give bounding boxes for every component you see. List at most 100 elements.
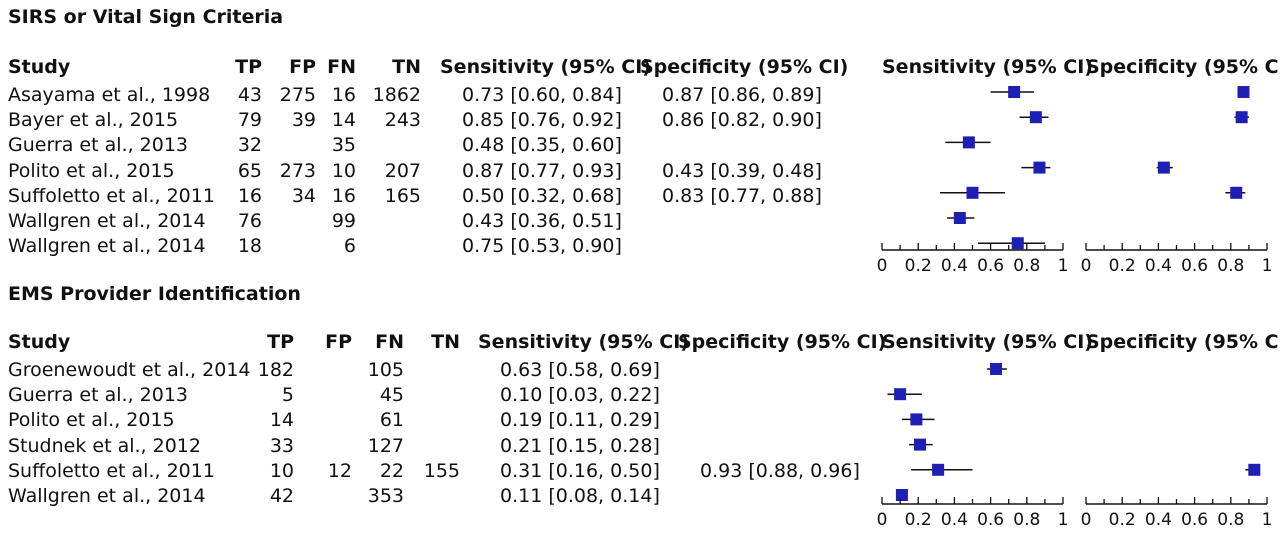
tp-value: 79: [237, 109, 262, 132]
x-axis-tick-label: 0.8: [1013, 510, 1040, 530]
plot-header-sensitivity: Sensitivity (95% CI): [882, 331, 1093, 353]
x-axis-tick-label: 0.2: [905, 256, 932, 276]
column-header-sensitivity: Sensitivity (95% CI): [440, 56, 651, 78]
column-header-fn: FN: [327, 56, 356, 78]
fn-value: 35: [331, 134, 356, 157]
point-estimate-marker: [1157, 161, 1170, 174]
tp-value: 18: [237, 235, 262, 258]
x-axis-tick-label: 0.8: [1217, 510, 1244, 530]
fn-value: 99: [331, 210, 356, 232]
fn-value: 16: [331, 184, 356, 207]
x-axis-tick-label: 1: [1262, 256, 1273, 276]
point-estimate-marker: [895, 489, 908, 501]
study-name: Guerra et al., 2013: [8, 384, 188, 407]
sensitivity-ci-text: 0.85 [0.76, 0.92]: [462, 109, 622, 132]
fn-value: 61: [379, 409, 404, 432]
point-estimate-marker: [1248, 463, 1261, 476]
tp-value: 182: [257, 359, 294, 381]
column-header-fp: FP: [325, 331, 352, 353]
column-header-tp: TP: [235, 56, 262, 78]
study-name: Suffoletto et al., 2011: [8, 184, 215, 207]
column-header-fp: FP: [289, 56, 316, 78]
fn-value: 6: [343, 235, 356, 258]
x-axis-tick-label: 0: [877, 510, 888, 530]
fn-value: 353: [367, 485, 404, 507]
study-name: Groenewoudt et al., 2014: [8, 359, 251, 381]
plot-header-specificity: Specificity (95% CI): [1086, 56, 1280, 78]
point-estimate-marker: [1235, 111, 1248, 124]
tp-value: 32: [237, 134, 262, 157]
tn-value: 155: [423, 459, 460, 482]
sensitivity-ci-text: 0.31 [0.16, 0.50]: [500, 459, 660, 482]
study-name: Studnek et al., 2012: [8, 434, 201, 457]
tn-value: 165: [384, 184, 421, 207]
column-header-fn: FN: [375, 331, 404, 353]
x-axis-tick-label: 0.4: [1145, 510, 1172, 530]
point-estimate-marker: [1029, 111, 1042, 124]
point-estimate-marker: [1230, 186, 1243, 199]
x-axis-tick-label: 0.2: [1109, 510, 1136, 530]
study-name: Wallgren et al., 2014: [8, 210, 206, 232]
point-estimate-marker: [932, 463, 945, 476]
point-estimate-marker: [914, 438, 927, 451]
sensitivity-ci-text: 0.19 [0.11, 0.29]: [500, 409, 660, 432]
column-header-study: Study: [8, 331, 71, 353]
point-estimate-marker: [990, 363, 1003, 375]
sensitivity-ci-text: 0.87 [0.77, 0.93]: [462, 159, 622, 182]
x-axis-tick-label: 0.6: [1181, 256, 1208, 276]
point-estimate-marker: [962, 136, 975, 149]
point-estimate-marker: [1237, 86, 1250, 98]
specificity-ci-text: 0.87 [0.86, 0.89]: [662, 84, 822, 106]
fp-value: 273: [279, 159, 316, 182]
x-axis-tick-label: 0.6: [977, 510, 1004, 530]
column-header-sensitivity: Sensitivity (95% CI): [478, 331, 689, 353]
sensitivity-ci-text: 0.10 [0.03, 0.22]: [500, 384, 660, 407]
fp-value: 34: [291, 184, 316, 207]
column-header-tn: TN: [431, 331, 460, 353]
tp-value: 14: [269, 409, 294, 432]
x-axis-tick-label: 0: [1081, 510, 1092, 530]
sensitivity-ci-text: 0.63 [0.58, 0.69]: [500, 359, 660, 381]
fn-value: 16: [331, 84, 356, 106]
study-name: Wallgren et al., 2014: [8, 235, 206, 258]
column-header-specificity: Specificity (95% CI): [678, 331, 887, 353]
study-name: Polito et al., 2015: [8, 409, 175, 432]
specificity-ci-text: 0.86 [0.82, 0.90]: [662, 109, 822, 132]
tp-value: 65: [237, 159, 262, 182]
x-axis-tick-label: 0.4: [941, 256, 968, 276]
sensitivity-forest-panel: 0 0.2 0.4 0.6 0.8 1: [877, 363, 1069, 530]
study-name: Asayama et al., 1998: [8, 84, 211, 106]
specificity-ci-text: 0.93 [0.88, 0.96]: [700, 459, 860, 482]
tp-value: 10: [269, 459, 294, 482]
fp-value: 39: [291, 109, 316, 132]
x-axis-tick-label: 0.4: [1145, 256, 1172, 276]
point-estimate-marker: [910, 413, 923, 426]
column-header-tn: TN: [392, 56, 421, 78]
point-estimate-marker: [894, 388, 907, 401]
fn-value: 22: [379, 459, 404, 482]
section-title: EMS Provider Identification: [8, 283, 301, 305]
sensitivity-ci-text: 0.11 [0.08, 0.14]: [500, 485, 660, 507]
study-name: Polito et al., 2015: [8, 159, 175, 182]
x-axis-tick-label: 0.8: [1217, 256, 1244, 276]
fn-value: 10: [331, 159, 356, 182]
sensitivity-ci-text: 0.50 [0.32, 0.68]: [462, 184, 622, 207]
point-estimate-marker: [1008, 86, 1021, 98]
sensitivity-ci-text: 0.73 [0.60, 0.84]: [462, 84, 622, 106]
tn-value: 207: [384, 159, 421, 182]
fn-value: 127: [367, 434, 404, 457]
tn-value: 243: [384, 109, 421, 132]
column-header-study: Study: [8, 56, 71, 78]
fn-value: 14: [331, 109, 356, 132]
tp-value: 16: [237, 184, 262, 207]
x-axis-tick-label: 0: [1081, 256, 1092, 276]
x-axis-tick-label: 0.4: [941, 510, 968, 530]
study-name: Wallgren et al., 2014: [8, 485, 206, 507]
section-title: SIRS or Vital Sign Criteria: [8, 6, 284, 28]
x-axis-tick-label: 1: [1058, 510, 1069, 530]
point-estimate-marker: [1011, 237, 1024, 250]
x-axis-tick-label: 0.6: [977, 256, 1004, 276]
tp-value: 43: [237, 84, 262, 106]
specificity-ci-text: 0.43 [0.39, 0.48]: [662, 159, 822, 182]
